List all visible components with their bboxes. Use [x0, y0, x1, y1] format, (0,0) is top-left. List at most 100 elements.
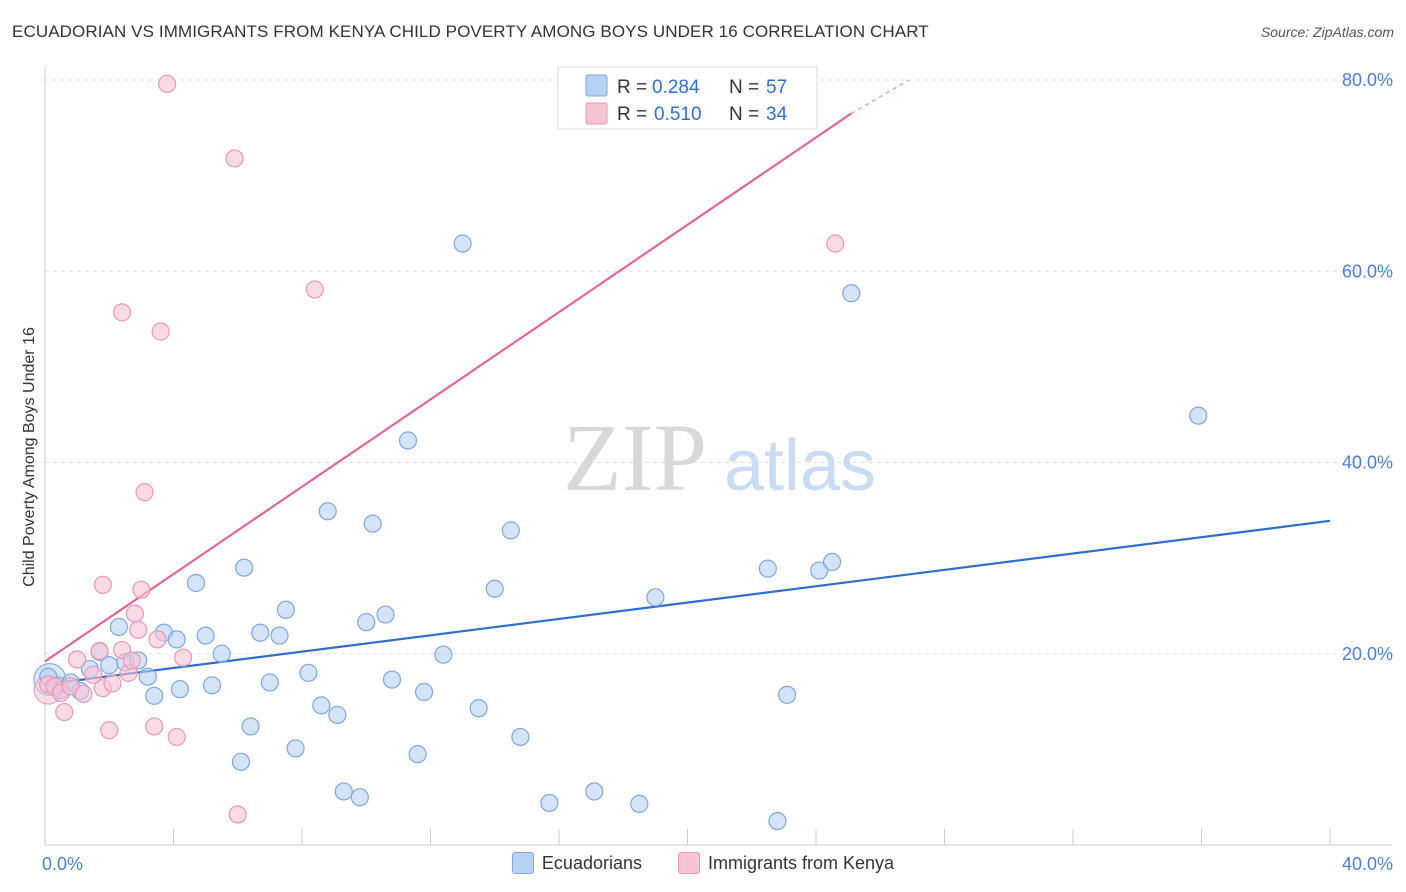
- kenya-point: [84, 665, 103, 684]
- stats-legend-swatch-pink: [585, 102, 608, 125]
- kenya-point: [68, 650, 87, 669]
- ecuadorian-point: [585, 782, 604, 801]
- legend-swatch-kenya: [678, 852, 700, 874]
- kenya-point: [167, 727, 186, 747]
- ecuadorian-point: [312, 696, 331, 715]
- kenya-point: [55, 702, 74, 722]
- ecuadorian-point: [202, 676, 222, 695]
- ecuadorian-point: [100, 656, 119, 675]
- ecuadorian-point: [167, 630, 186, 649]
- kenya-trend-extension: [850, 79, 910, 115]
- ecuadorian-point: [434, 645, 453, 664]
- x-tick-label: 0.0%: [42, 854, 83, 874]
- x-tick-label: 40.0%: [1342, 854, 1393, 874]
- y-tick-label: 80.0%: [1342, 70, 1393, 90]
- kenya-point: [90, 641, 109, 660]
- kenya-point: [100, 721, 119, 740]
- ecuadorian-point: [186, 573, 206, 593]
- y-tick-label: 20.0%: [1342, 644, 1393, 664]
- ecuadorian-point: [630, 794, 649, 813]
- ecuadorian-point: [299, 663, 318, 682]
- ecuadorian-point: [540, 793, 559, 813]
- legend-swatch-ecuadorians: [511, 852, 534, 874]
- gridlines: [45, 79, 1392, 655]
- watermark-atlas: atlas: [724, 426, 876, 506]
- y-tick-label: 60.0%: [1342, 261, 1393, 281]
- ecuadorian-point: [350, 788, 369, 807]
- kenya-point: [132, 580, 151, 599]
- trend-lines: [44, 79, 1331, 686]
- kenya-point: [122, 651, 141, 670]
- ecuadorian-point: [842, 284, 861, 303]
- ecuadorian-point: [276, 600, 296, 619]
- legend-label-ecuadorians: Ecuadorians: [541, 852, 642, 873]
- ecuadorian-point: [777, 685, 797, 704]
- kenya-point: [93, 575, 112, 595]
- ecuadorian-point: [235, 558, 254, 577]
- stats-r-label-blue: R =: [617, 77, 647, 98]
- ecuadorian-point: [318, 502, 337, 521]
- legend-label-kenya: Immigrants from Kenya: [708, 852, 895, 873]
- kenya-point: [129, 620, 148, 639]
- stats-n-value-pink: 34: [766, 104, 788, 125]
- kenya-point: [225, 149, 244, 168]
- kenya-point: [157, 74, 177, 93]
- ecuadorian-point: [286, 739, 305, 758]
- kenya-point: [826, 234, 845, 253]
- source-credit: Source: ZipAtlas.com: [1260, 24, 1394, 40]
- ecuadorian-point: [398, 431, 418, 450]
- ecuadorian-point: [357, 613, 376, 632]
- kenya-point: [125, 604, 145, 623]
- ecuadorian-trend-line: [44, 519, 1331, 686]
- watermark: ZIP atlas: [563, 404, 876, 511]
- ecuadorian-point: [810, 561, 829, 580]
- legend-item-kenya[interactable]: Immigrants from Kenya: [678, 852, 894, 874]
- ecuadorian-point: [196, 626, 215, 645]
- kenya-point: [305, 280, 324, 299]
- ecuadorian-point: [270, 626, 289, 645]
- tick-labels: 20.0% 40.0% 60.0% 80.0% 0.0% 40.0%: [42, 70, 1393, 874]
- ecuadorian-point: [260, 673, 279, 692]
- stats-r-value-blue: 0.284: [652, 77, 700, 98]
- ecuadorian-point: [251, 623, 270, 642]
- kenya-point: [135, 483, 154, 502]
- stats-r-label-pink: R =: [617, 104, 647, 125]
- ecuadorian-point: [485, 579, 504, 598]
- ecuadorian-point: [414, 682, 434, 702]
- kenya-trend-line: [44, 112, 852, 663]
- ecuadorian-point: [768, 811, 787, 831]
- stats-n-label-blue: N =: [729, 77, 759, 98]
- ecuadorian-point: [241, 717, 260, 736]
- ecuadorian-point: [231, 752, 251, 771]
- axes: [44, 66, 1392, 846]
- ecuadorian-point: [469, 699, 488, 718]
- watermark-zip: ZIP: [563, 404, 707, 511]
- ecuadorian-point: [382, 670, 402, 689]
- ecuadorian-point: [511, 727, 530, 747]
- stats-n-label-pink: N =: [729, 104, 759, 125]
- ecuadorian-point: [758, 559, 777, 578]
- ecuadorian-point: [453, 234, 472, 253]
- ecuadorian-point: [646, 588, 665, 607]
- ecuadorian-point: [1189, 406, 1208, 425]
- ecuadorian-point: [822, 552, 842, 572]
- ecuadorian-point: [334, 782, 353, 801]
- legend-item-ecuadorians[interactable]: Ecuadorians: [511, 852, 642, 874]
- y-axis-label: Child Poverty Among Boys Under 16: [21, 327, 38, 587]
- kenya-point: [228, 805, 247, 824]
- kenya-point: [74, 684, 93, 704]
- y-tick-label: 40.0%: [1342, 453, 1393, 473]
- ecuadorian-point: [170, 680, 190, 699]
- ecuadorian-point: [145, 686, 164, 705]
- ecuadorian-point: [501, 521, 520, 540]
- chart-title: ECUADORIAN VS IMMIGRANTS FROM KENYA CHIL…: [12, 22, 929, 41]
- kenya-point: [112, 303, 132, 322]
- kenya-point: [151, 322, 170, 341]
- series-legend: Ecuadorians Immigrants from Kenya: [0, 852, 1406, 874]
- ecuadorian-point: [138, 667, 157, 686]
- kenya-point: [103, 674, 122, 693]
- stats-legend-swatch-blue: [585, 74, 608, 97]
- ecuadorian-point: [328, 705, 347, 725]
- kenya-point: [174, 648, 193, 667]
